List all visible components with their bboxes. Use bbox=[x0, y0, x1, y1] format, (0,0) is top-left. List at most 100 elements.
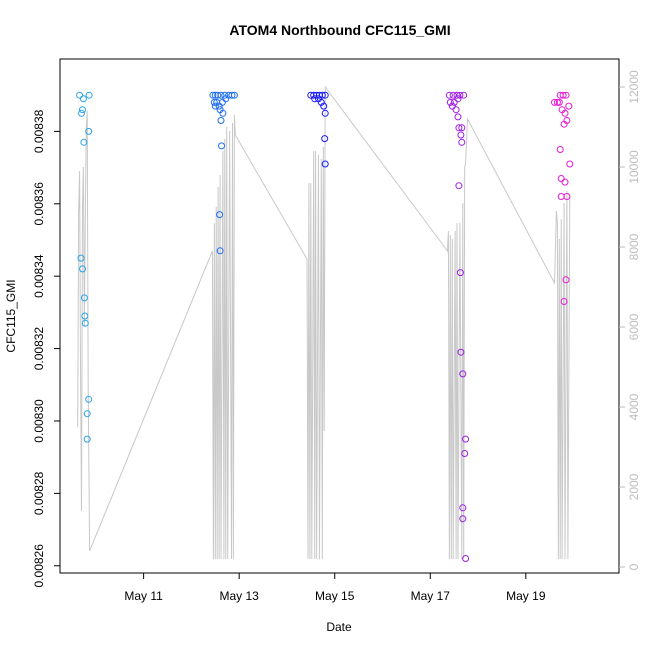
data-point bbox=[311, 95, 319, 103]
x-tick-label: May 15 bbox=[315, 589, 355, 603]
data-point bbox=[458, 138, 466, 146]
data-point bbox=[85, 395, 93, 403]
y-tick-label: 0.00836 bbox=[32, 182, 46, 226]
y2-tick-label: 2000 bbox=[627, 473, 641, 500]
data-point bbox=[448, 102, 456, 110]
data-point bbox=[446, 98, 454, 106]
data-point bbox=[563, 193, 571, 200]
data-point bbox=[321, 109, 329, 117]
data-point bbox=[217, 91, 225, 99]
data-point bbox=[78, 109, 85, 117]
data-point bbox=[321, 91, 329, 99]
x-tick-label: May 17 bbox=[411, 589, 451, 603]
points-layer bbox=[76, 91, 574, 562]
data-point bbox=[562, 276, 570, 284]
y2-tick-label: 0 bbox=[627, 563, 641, 570]
data-point bbox=[79, 106, 86, 114]
altitude-layer bbox=[77, 85, 571, 560]
data-point bbox=[555, 98, 563, 106]
data-point bbox=[556, 146, 564, 153]
data-point bbox=[551, 98, 558, 106]
data-point bbox=[228, 91, 236, 99]
y-tick-label: 0.00834 bbox=[32, 254, 46, 298]
data-point bbox=[559, 91, 567, 99]
data-point bbox=[565, 102, 573, 110]
data-point bbox=[79, 95, 87, 103]
data-point bbox=[80, 294, 88, 302]
data-point bbox=[85, 127, 93, 135]
data-point bbox=[80, 138, 88, 146]
data-point bbox=[459, 370, 467, 378]
data-point bbox=[317, 98, 325, 106]
series-flight-4 bbox=[445, 91, 470, 562]
x-tick-label: May 19 bbox=[506, 589, 546, 603]
data-point bbox=[454, 95, 462, 103]
data-point bbox=[553, 98, 561, 106]
data-point bbox=[560, 298, 568, 305]
y-tick-label: 0.00826 bbox=[32, 544, 46, 588]
y-tick-label: 0.00838 bbox=[32, 109, 46, 153]
y2-tick-label: 10000 bbox=[627, 150, 641, 184]
y2-tick-label: 8000 bbox=[627, 233, 641, 260]
data-point bbox=[230, 91, 238, 99]
data-point bbox=[218, 142, 225, 150]
data-point bbox=[83, 435, 91, 443]
data-point bbox=[456, 91, 464, 99]
altitude-line bbox=[77, 85, 571, 560]
data-point bbox=[562, 91, 570, 99]
data-point bbox=[85, 91, 93, 99]
plot-frame bbox=[59, 58, 620, 574]
data-point bbox=[222, 95, 230, 103]
x-axis: May 11 May 13 May 15 May 17 May 19 bbox=[124, 573, 546, 603]
y2-tick-label: 12000 bbox=[627, 70, 641, 104]
data-point bbox=[462, 555, 470, 562]
y-axis-label: CFC115_GMI bbox=[4, 279, 18, 352]
data-point bbox=[455, 182, 463, 190]
data-point bbox=[76, 91, 84, 99]
data-point bbox=[217, 117, 225, 124]
data-point bbox=[210, 98, 218, 106]
data-point bbox=[211, 102, 219, 110]
data-point bbox=[557, 175, 565, 182]
series-flight-1 bbox=[76, 91, 93, 443]
data-point bbox=[561, 109, 569, 117]
y-axis: 0.00826 0.00828 0.00830 0.00832 0.00834 0.008… bbox=[32, 109, 60, 587]
data-point bbox=[81, 312, 89, 320]
y2-tick-label: 6000 bbox=[627, 313, 641, 340]
data-point bbox=[560, 120, 568, 128]
y-tick-label: 0.00828 bbox=[32, 471, 46, 515]
data-point bbox=[462, 435, 470, 443]
y-tick-label: 0.00832 bbox=[32, 327, 46, 371]
data-point bbox=[450, 98, 458, 106]
series-flight-5 bbox=[551, 91, 574, 305]
y2-axis: 0 2000 4000 6000 8000 10000 12000 bbox=[619, 70, 641, 570]
series-flight-3 bbox=[307, 91, 329, 168]
data-point bbox=[452, 106, 460, 114]
data-point bbox=[453, 91, 461, 99]
data-point bbox=[79, 265, 86, 273]
y2-tick-label: 4000 bbox=[627, 393, 641, 420]
chart-title: ATOM4 Northbound CFC115_GMI bbox=[229, 22, 450, 38]
data-point bbox=[221, 91, 229, 99]
data-point bbox=[454, 113, 462, 121]
x-axis-label: Date bbox=[326, 620, 352, 634]
data-point bbox=[457, 348, 465, 356]
data-point bbox=[83, 410, 91, 418]
data-point bbox=[318, 91, 326, 99]
data-point bbox=[457, 131, 465, 139]
series-flight-2 bbox=[209, 91, 238, 255]
data-point bbox=[458, 124, 466, 132]
data-point bbox=[561, 178, 569, 186]
data-point bbox=[461, 450, 469, 457]
data-point bbox=[449, 91, 457, 99]
x-tick-label: May 13 bbox=[219, 589, 259, 603]
data-point bbox=[77, 254, 85, 262]
data-point bbox=[81, 319, 89, 327]
data-point bbox=[321, 135, 329, 143]
y-tick-label: 0.00830 bbox=[32, 399, 46, 443]
data-point bbox=[214, 91, 222, 99]
data-point bbox=[459, 515, 467, 523]
data-point bbox=[459, 504, 467, 512]
data-point bbox=[320, 102, 328, 110]
